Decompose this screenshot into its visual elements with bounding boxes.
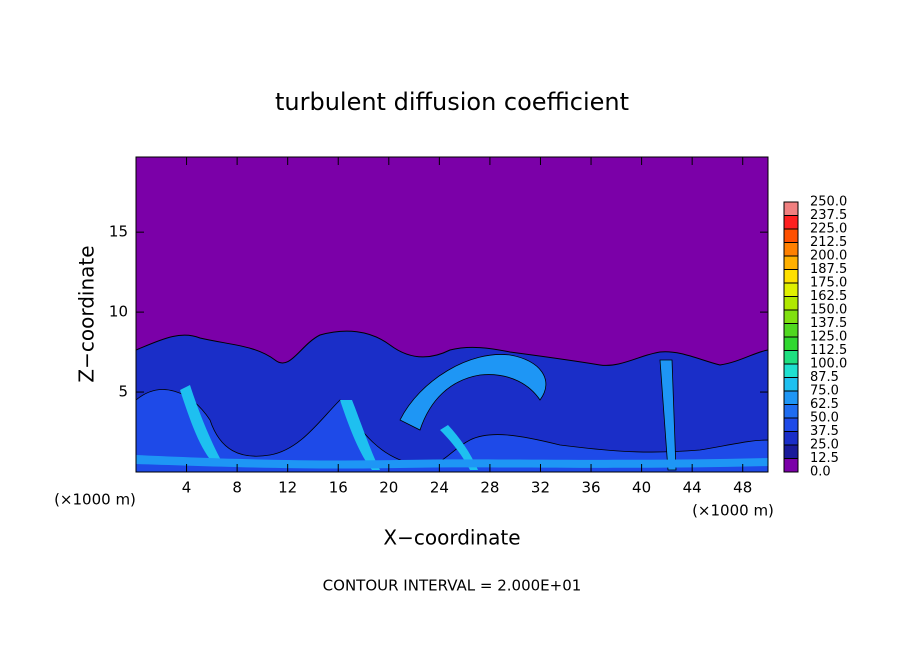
colorbar-label: 187.5 — [810, 262, 847, 277]
x-tick-label: 16 — [329, 479, 348, 497]
contour-note: CONTOUR INTERVAL = 2.000E+01 — [323, 577, 582, 595]
colorbar-label: 137.5 — [810, 316, 847, 331]
chart-title: turbulent diffusion coefficient — [275, 88, 629, 116]
colorbar-swatch — [784, 283, 798, 297]
colorbar-label: 50.0 — [810, 411, 839, 426]
y-tick-label: 15 — [109, 223, 128, 241]
colorbar-label: 37.5 — [810, 424, 839, 439]
colorbar-label: 225.0 — [810, 222, 847, 237]
x-unit: (×1000 m) — [692, 502, 774, 520]
x-tick-label: 32 — [531, 479, 550, 497]
colorbar-swatch — [784, 377, 798, 391]
colorbar-label: 175.0 — [810, 276, 847, 291]
colorbar-swatch — [784, 458, 798, 472]
colorbar-swatch — [784, 323, 798, 337]
y-axis-label: Z−coordinate — [75, 245, 99, 382]
colorbar-swatch — [784, 256, 798, 270]
colorbar-label: 237.5 — [810, 208, 847, 223]
x-tick-label: 36 — [581, 479, 600, 497]
colorbar-label: 87.5 — [810, 370, 839, 385]
colorbar-swatch — [784, 404, 798, 418]
colorbar-swatch — [784, 229, 798, 243]
x-tick-label: 4 — [182, 479, 192, 497]
colorbar-label: 212.5 — [810, 235, 847, 250]
colorbar-label: 112.5 — [810, 343, 847, 358]
colorbar-label: 75.0 — [810, 384, 839, 399]
x-tick-label: 12 — [278, 479, 297, 497]
colorbar-swatch — [784, 445, 798, 459]
x-tick-label: 28 — [480, 479, 499, 497]
colorbar-label: 250.0 — [810, 195, 847, 210]
colorbar-swatch — [784, 418, 798, 432]
colorbar-swatch — [784, 364, 798, 378]
colorbar-swatch — [784, 242, 798, 256]
y-unit: (×1000 m) — [54, 491, 136, 509]
colorbar-swatch — [784, 310, 798, 324]
colorbar-swatch — [784, 296, 798, 310]
colorbar-swatch — [784, 431, 798, 445]
y-tick-label: 10 — [109, 303, 128, 321]
colorbar-label: 62.5 — [810, 397, 839, 412]
colorbar-swatch — [784, 202, 798, 216]
colorbar-label: 25.0 — [810, 438, 839, 453]
colorbar-swatch — [784, 350, 798, 364]
colorbar-swatch — [784, 337, 798, 351]
colorbar-swatch — [784, 269, 798, 283]
y-tick-label: 5 — [118, 383, 128, 401]
colorbar-label: 150.0 — [810, 303, 847, 318]
colorbar-label: 100.0 — [810, 357, 847, 372]
plot-frame — [135, 156, 769, 473]
field — [136, 330, 768, 472]
colorbar-label: 200.0 — [810, 249, 847, 264]
x-tick-label: 24 — [430, 479, 449, 497]
x-tick-label: 48 — [733, 479, 752, 497]
colorbar-label: 162.5 — [810, 289, 847, 304]
x-tick-label: 20 — [379, 479, 398, 497]
colorbar-swatch — [784, 391, 798, 405]
colorbar-label: 125.0 — [810, 330, 847, 345]
x-tick-label: 8 — [232, 479, 242, 497]
colorbar-label: 0.0 — [810, 465, 831, 480]
x-tick-label: 40 — [632, 479, 651, 497]
x-tick-label: 44 — [683, 479, 702, 497]
colorbar-label: 12.5 — [810, 451, 839, 466]
x-axis-label: X−coordinate — [383, 526, 520, 550]
colorbar-swatch — [784, 215, 798, 229]
